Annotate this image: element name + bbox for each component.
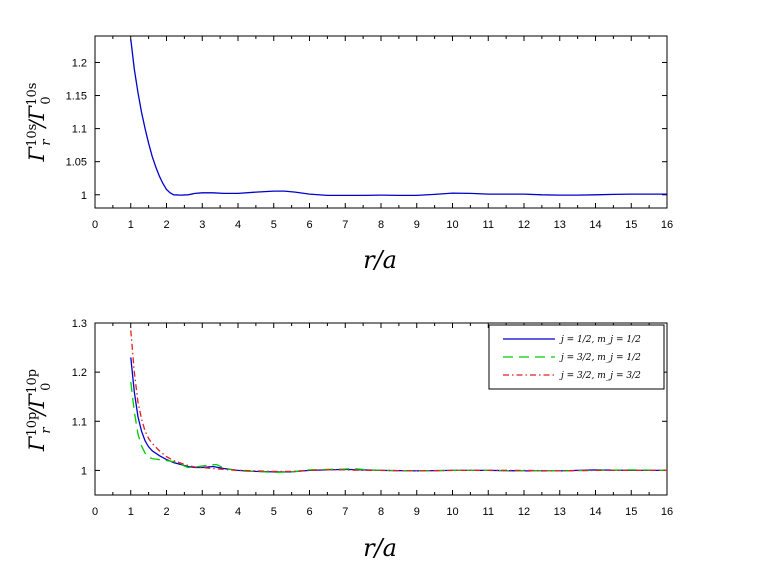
y-tick-label: 1.2 — [72, 367, 87, 379]
plot-10s: 0 1 2 3 4 5 6 7 8 9 10 11 12 13 14 15 16 11.051.11.151.2… — [25, 35, 673, 274]
x-tick-label: 8 — [378, 506, 384, 518]
series-line-2 — [130, 330, 667, 473]
x-tick-label: 4 — [235, 506, 241, 518]
legend-label-2: j = 3/2, m_j = 3/2 — [559, 371, 641, 381]
y-axis-label: Γ10sr/Γ10s0 — [25, 83, 54, 163]
x-tick-label: 16 — [661, 506, 673, 518]
x-tick-label: 1 — [128, 219, 134, 231]
x-tick-label: 11 — [483, 219, 494, 231]
x-tick-label: 11 — [483, 506, 494, 518]
x-tick-label: 7 — [342, 506, 348, 518]
x-ticks: 0 1 2 3 4 5 6 7 8 9 10 11 12 13 14 15 16 — [92, 36, 673, 231]
x-tick-label: 8 — [378, 219, 384, 231]
x-tick-label: 5 — [271, 506, 277, 518]
x-tick-label: 9 — [414, 506, 420, 518]
x-tick-label: 2 — [163, 506, 169, 518]
x-tick-label: 13 — [554, 506, 566, 518]
legend-box — [488, 324, 665, 390]
y-ticks: 1 1.05 1.1 1.15 1.2 — [66, 57, 667, 202]
series-line-0 — [130, 39, 667, 197]
x-tick-label: 0 — [92, 219, 98, 231]
x-tick-label: 9 — [414, 219, 420, 231]
y-tick-label: 1.3 — [72, 318, 87, 330]
plot-10p: 0 1 2 3 4 5 6 7 8 9 10 11 12 13 14 15 16 11.11.21.3 r/a … — [25, 318, 673, 562]
plot-frame — [94, 35, 668, 209]
legend-label-1: j = 3/2, m_j = 1/2 — [559, 353, 641, 363]
x-tick-label: 6 — [306, 219, 312, 231]
y-tick-label: 1 — [81, 465, 87, 477]
x-tick-label: 12 — [518, 219, 530, 231]
y-tick-label: 1.05 — [66, 157, 87, 169]
y-axis-label: Γ10pr/Γ10p0 — [25, 369, 54, 452]
x-tick-label: 10 — [446, 506, 458, 518]
x-axis-label: r/a — [363, 246, 397, 274]
legend-label-0: j = 1/2, m_j = 1/2 — [559, 335, 641, 345]
x-tick-label: 6 — [306, 506, 312, 518]
x-tick-label: 7 — [342, 219, 348, 231]
y-tick-label: 1 — [81, 190, 87, 202]
x-tick-label: 3 — [199, 219, 205, 231]
y-tick-label: 1.15 — [66, 91, 87, 103]
x-tick-label: 4 — [235, 219, 241, 231]
x-tick-label: 15 — [625, 506, 637, 518]
series-lines — [130, 39, 667, 197]
x-tick-label: 3 — [199, 506, 205, 518]
x-tick-label: 15 — [625, 219, 637, 231]
x-tick-label: 12 — [518, 506, 530, 518]
x-tick-label: 13 — [554, 219, 566, 231]
x-tick-label: 14 — [589, 219, 601, 231]
x-tick-label: 10 — [446, 219, 458, 231]
x-tick-label: 14 — [589, 506, 601, 518]
x-tick-label: 2 — [163, 219, 169, 231]
x-tick-label: 5 — [271, 219, 277, 231]
x-tick-label: 1 — [128, 506, 134, 518]
y-tick-label: 1.1 — [72, 416, 87, 428]
x-tick-label: 16 — [661, 219, 673, 231]
series-line-1 — [130, 381, 668, 474]
series-lines — [130, 330, 668, 474]
y-tick-label: 1.1 — [72, 124, 87, 136]
legend: j = 1/2, m_j = 1/2 j = 3/2, m_j = 1/2 j = … — [488, 324, 665, 390]
x-tick-label: 0 — [92, 506, 98, 518]
y-tick-label: 1.2 — [72, 57, 87, 69]
x-axis-label: r/a — [363, 534, 397, 562]
y-ticks: 1 1.1 1.2 1.3 — [72, 318, 667, 477]
